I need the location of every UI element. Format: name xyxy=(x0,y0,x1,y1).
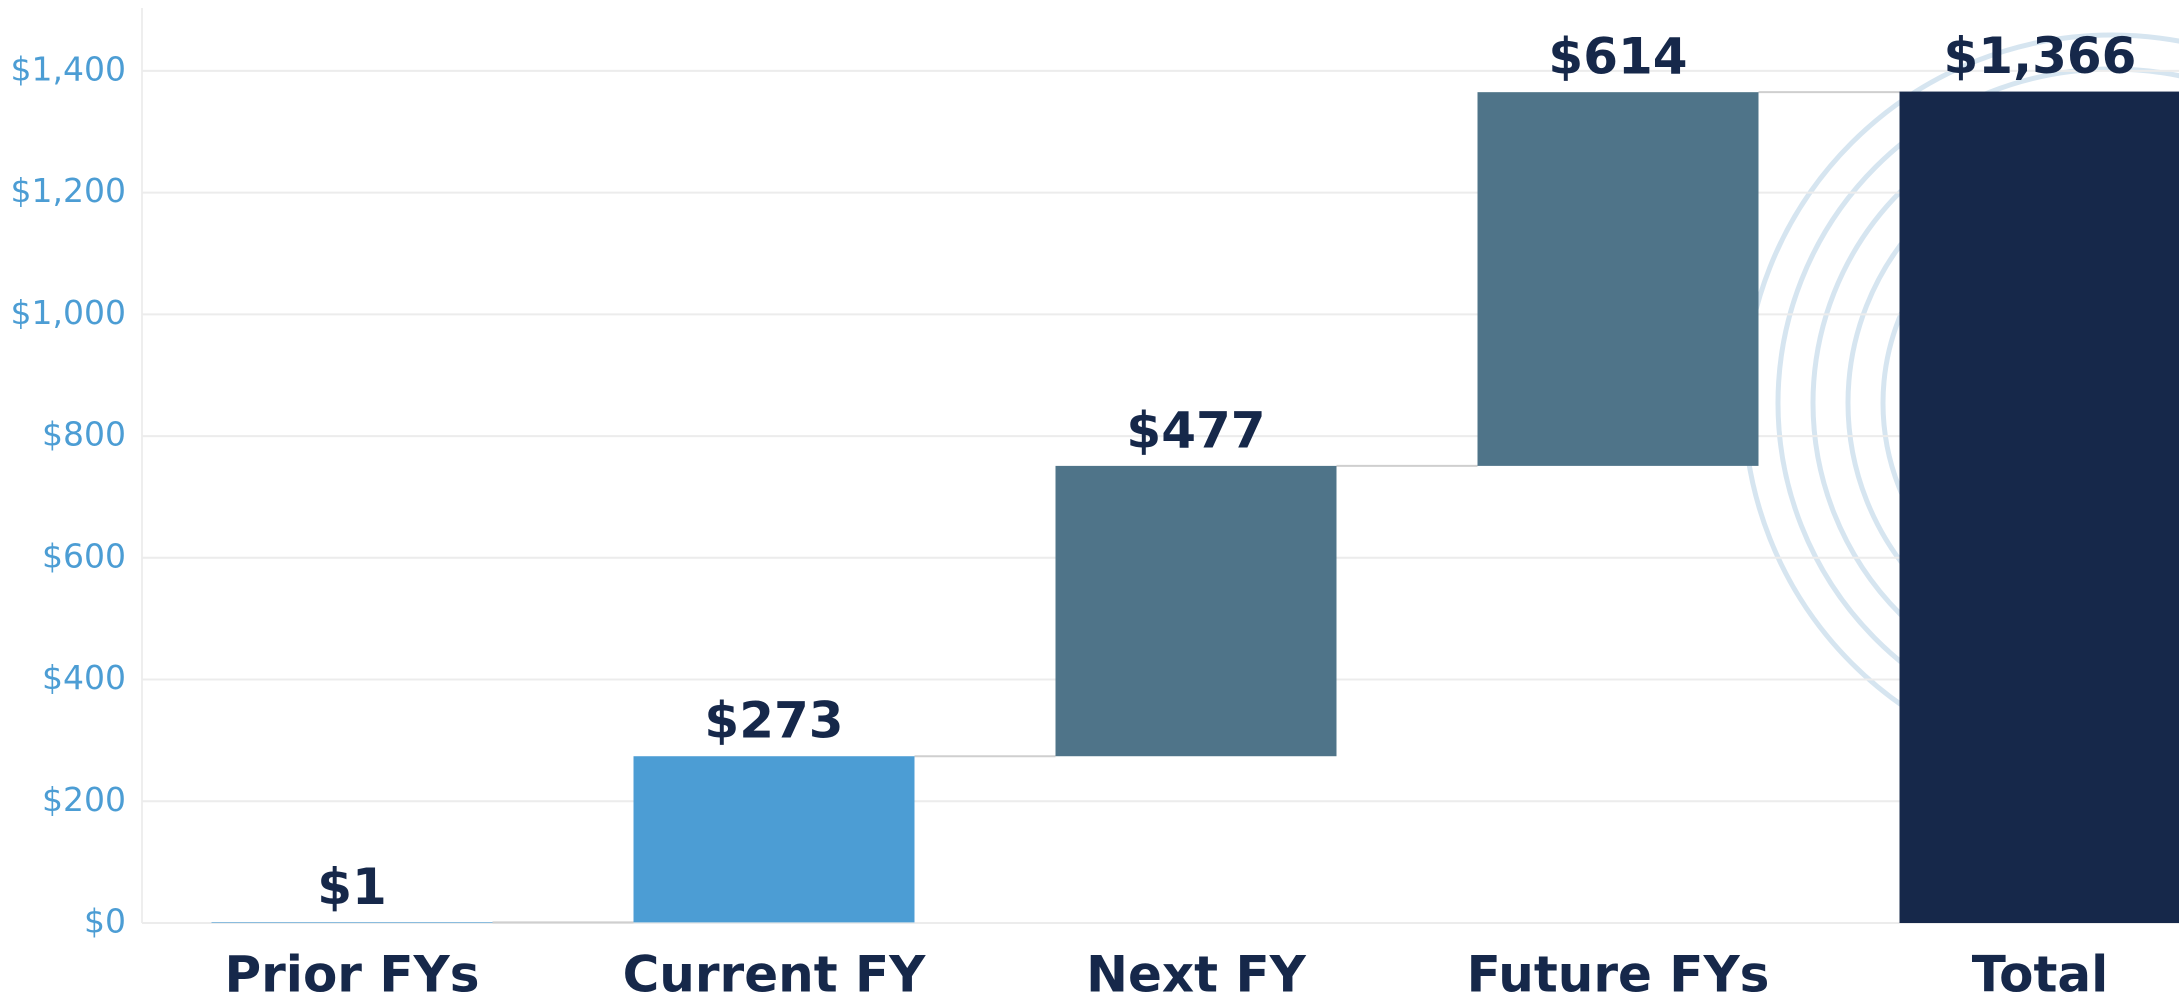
y-tick-label: $800 xyxy=(42,415,126,454)
bar xyxy=(1478,92,1759,466)
bar xyxy=(1900,92,2179,923)
value-label: $1 xyxy=(317,858,387,916)
x-tick-label: Next FY xyxy=(1086,946,1306,1003)
value-label: $273 xyxy=(704,692,843,750)
y-tick-label: $0 xyxy=(84,902,126,941)
page: {"chart_data": {"type": "waterfall", "ca… xyxy=(0,0,2179,1003)
y-tick-label: $1,400 xyxy=(11,49,126,88)
y-tick-label: $400 xyxy=(42,658,126,697)
value-label: $614 xyxy=(1548,28,1687,86)
y-tick-label: $200 xyxy=(42,780,126,819)
bar xyxy=(1056,466,1337,756)
bar xyxy=(634,756,915,922)
x-tick-label: Prior FYs xyxy=(225,946,480,1003)
value-label: $1,366 xyxy=(1944,27,2137,85)
x-tick-label: Current FY xyxy=(623,946,927,1003)
y-tick-label: $1,200 xyxy=(11,171,126,210)
y-tick-label: $600 xyxy=(42,536,126,575)
value-label: $477 xyxy=(1126,401,1265,459)
x-tick-label: Future FYs xyxy=(1467,946,1770,1003)
chart: $0 $200 $400 $600 $800 $1,000 $1,200 $1,400 $1 Pr… xyxy=(0,0,2179,1003)
y-tick-label: $1,000 xyxy=(11,293,126,332)
bar xyxy=(212,922,493,923)
x-tick-label: Total xyxy=(1972,946,2109,1003)
